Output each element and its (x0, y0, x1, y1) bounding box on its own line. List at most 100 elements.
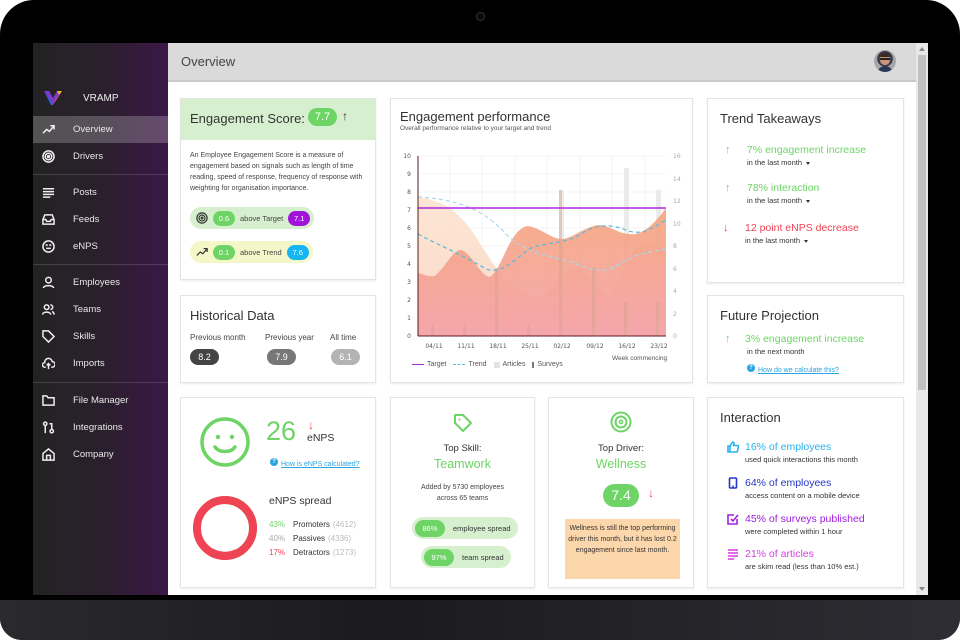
engagement-performance-card: Engagement performance Overall performan… (390, 98, 693, 383)
engagement-score-card: Engagement Score: 7.7 ↑ An Employee Enga… (180, 98, 376, 280)
scroll-down-arrow-icon[interactable] (919, 587, 925, 591)
svg-text:23/12: 23/12 (650, 343, 667, 350)
enps-spread-title: eNPS spread (269, 495, 332, 507)
sidebar-item-drivers[interactable]: Drivers (33, 143, 168, 170)
all-time-label: All time (330, 333, 357, 342)
engagement-score-description: An Employee Engagement Score is a measur… (190, 152, 363, 192)
sidebar-item-file-manager[interactable]: File Manager (33, 387, 168, 414)
avatar[interactable] (874, 50, 896, 72)
svg-text:6: 6 (407, 225, 411, 232)
sidebar-item-label: Skills (73, 331, 96, 342)
period-dropdown[interactable]: in the last month (747, 158, 866, 167)
historical-data-card: Historical Data Previous month 8.2 Previ… (180, 295, 376, 383)
trend-comparison: 0.1 above Trend 7.6 (190, 241, 313, 263)
sidebar-item-integrations[interactable]: Integrations (33, 414, 168, 441)
brand[interactable]: VRAMP (43, 89, 119, 107)
sidebar-item-teams[interactable]: Teams (33, 296, 168, 323)
future-projection-card: Future Projection ↑ 3% engagement increas… (707, 295, 904, 383)
arrow-up-icon: ↑ (342, 109, 348, 123)
engagement-score-badge: 7.7 (308, 108, 337, 126)
sidebar-item-company[interactable]: Company (33, 441, 168, 468)
previous-month-value: 8.2 (190, 349, 219, 365)
sidebar-item-label: Imports (73, 358, 105, 369)
svg-text:3: 3 (407, 279, 411, 286)
svg-text:18/11: 18/11 (489, 343, 506, 350)
sidebar-item-posts[interactable]: Posts (33, 179, 168, 206)
svg-text:4: 4 (673, 288, 677, 295)
sidebar-item-label: Company (73, 449, 114, 460)
previous-year-value: 7.9 (267, 349, 296, 365)
engagement-area-dark (418, 208, 666, 336)
target-icon (195, 211, 209, 225)
caret-down-icon (806, 161, 811, 165)
legend-trend[interactable]: Trend (453, 361, 487, 368)
sidebar-item-imports[interactable]: Imports (33, 350, 168, 377)
trend-up-icon (41, 123, 55, 137)
trend-label: above Trend (240, 247, 282, 257)
svg-text:12: 12 (673, 198, 681, 205)
enps-card: 26 ↓ eNPS ? How is eNPS calculated? eNPS … (180, 397, 376, 588)
divider (33, 382, 168, 383)
interaction-item: 21% of articles are skim read (less than… (727, 548, 859, 571)
lines-icon (41, 186, 55, 200)
period-dropdown[interactable]: in the last month (747, 196, 819, 205)
trend-line (417, 219, 667, 271)
promoters-row: 43% Promoters (4612) (269, 520, 357, 529)
calculation-help-link[interactable]: ? How do we calculate this? (747, 359, 864, 377)
sidebar-item-label: Teams (73, 304, 101, 315)
top-driver-name: Wellness (595, 457, 647, 471)
svg-text:0: 0 (407, 333, 411, 340)
period-dropdown[interactable]: in the last month (745, 236, 859, 245)
arrow-up-icon: ↑ (725, 144, 731, 156)
sidebar-item-feeds[interactable]: Feeds (33, 206, 168, 233)
scrollbar-thumb[interactable] (918, 55, 926, 390)
svg-text:10: 10 (403, 153, 411, 160)
caret-down-icon (806, 199, 811, 203)
trend-up-icon (195, 245, 209, 259)
sidebar-item-label: Feeds (73, 214, 100, 225)
lines-icon (728, 549, 738, 560)
scroll-up-arrow-icon[interactable] (919, 47, 925, 51)
svg-text:16: 16 (673, 153, 681, 160)
trend-item: ↑ 78% interaction in the last month (725, 182, 819, 205)
dashboard-content: Engagement Score: 7.7 ↑ An Employee Enga… (168, 84, 916, 595)
help-icon: ? (270, 457, 278, 466)
engagement-score-header: Engagement Score: 7.7 ↑ (181, 99, 375, 140)
legend-target[interactable]: Target (412, 361, 446, 368)
arrow-down-icon: ↓ (648, 486, 654, 500)
neutral-face-icon (41, 240, 55, 254)
divider (33, 264, 168, 265)
sidebar-item-label: Posts (73, 187, 97, 198)
top-skill-name: Teamwork (434, 457, 491, 471)
top-skill-desc-2: across 65 teams (436, 495, 489, 502)
sidebar-item-employees[interactable]: Employees (33, 269, 168, 296)
trend-value: 7.6 (286, 244, 309, 260)
scrollbar[interactable] (916, 43, 928, 595)
enps-label: eNPS (307, 432, 335, 444)
svg-text:7: 7 (407, 207, 411, 214)
sidebar-item-label: Integrations (73, 422, 123, 433)
legend-surveys[interactable]: Surveys (532, 361, 563, 368)
thumbs-up-icon (727, 441, 739, 453)
target-delta: 0.6 (213, 210, 235, 226)
engagement-score-title: Engagement Score: (190, 111, 305, 126)
x-axis-label: Week commencing (612, 355, 668, 362)
tag-icon (41, 330, 55, 344)
arrow-up-icon: ↑ (725, 182, 731, 194)
arrow-up-icon: ↑ (725, 333, 731, 345)
enps-help-link[interactable]: ? How is eNPS calculated? (270, 453, 360, 471)
projection-period: in the next month (747, 347, 805, 356)
arrow-down-icon: ↓ (723, 222, 729, 234)
legend-articles[interactable]: Articles (493, 361, 525, 368)
top-driver-heading: Top Driver: (598, 443, 644, 454)
sidebar-item-enps[interactable]: eNPS (33, 233, 168, 260)
svg-text:2: 2 (673, 311, 677, 318)
home-icon (41, 448, 55, 462)
svg-text:11/11: 11/11 (457, 343, 474, 350)
trend-item: ↑ 7% engagement increase in the last mont… (725, 144, 866, 167)
sidebar: VRAMP Overview Drivers Posts Feeds eN (33, 43, 168, 595)
sidebar-item-skills[interactable]: Skills (33, 323, 168, 350)
interaction-item: 64% of employees access content on a mob… (727, 477, 860, 500)
sidebar-item-overview[interactable]: Overview (33, 116, 168, 143)
